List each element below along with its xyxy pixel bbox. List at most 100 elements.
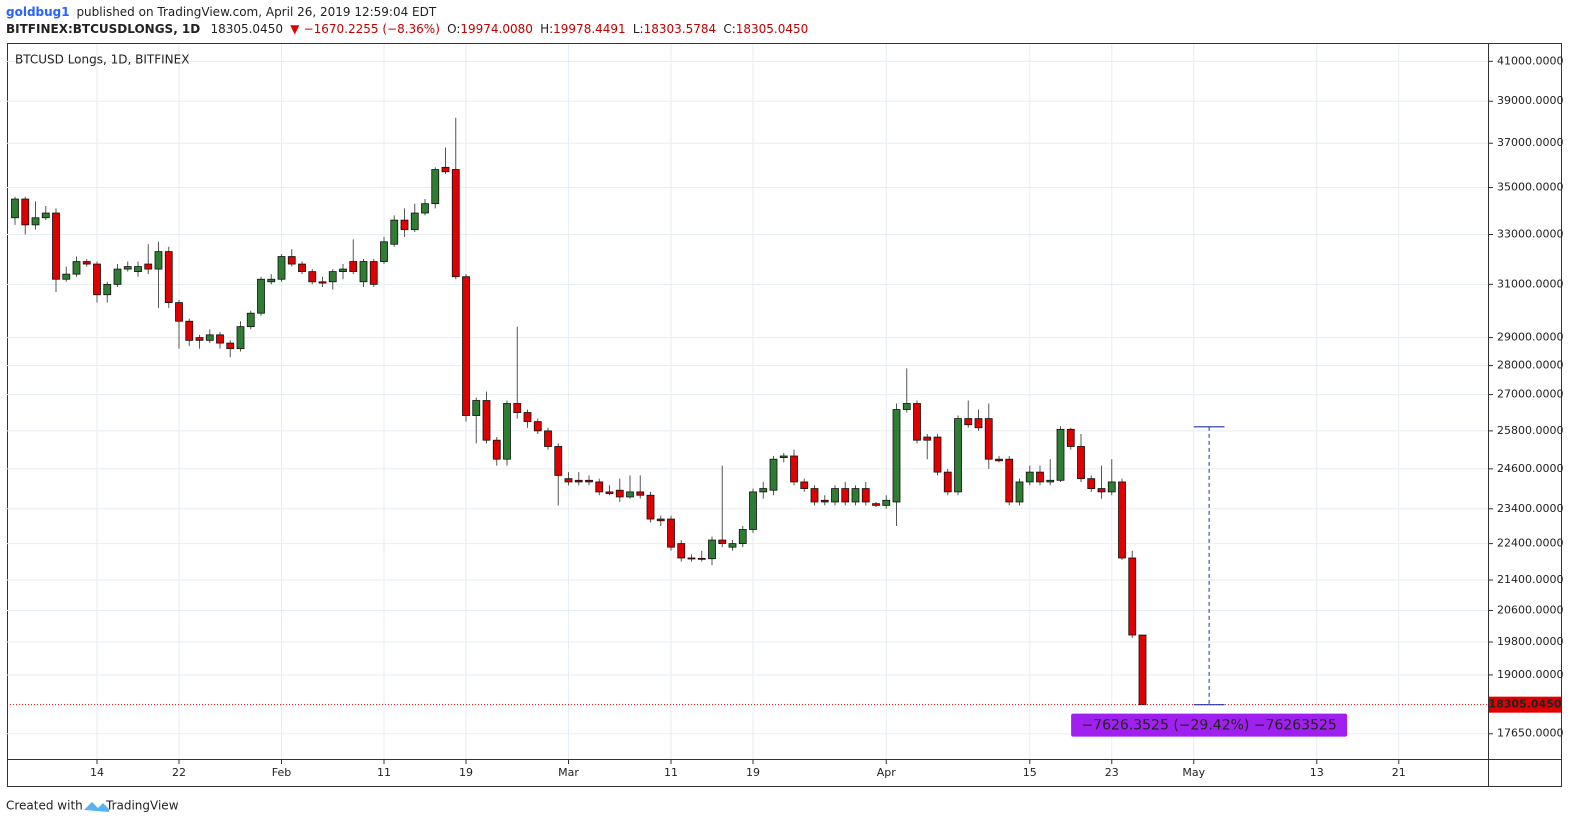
candle-body — [113, 268, 122, 285]
candle-body — [72, 261, 81, 275]
y-tick-label: 22400.0000 — [1497, 537, 1563, 550]
candle-body — [369, 261, 378, 285]
candle-body — [1036, 471, 1044, 483]
candle-body — [626, 491, 634, 498]
measure-label-bg — [1071, 713, 1348, 737]
candle-body — [533, 421, 542, 432]
y-tick-label: 19800.0000 — [1497, 635, 1563, 648]
author[interactable]: goldbug1 — [6, 5, 70, 19]
candle-body — [738, 529, 747, 545]
candle-body — [431, 169, 440, 205]
y-tick-label: 27000.0000 — [1497, 388, 1563, 401]
x-tick-label: 19 — [746, 766, 760, 779]
candle-body — [390, 219, 399, 245]
candle-body — [974, 418, 983, 429]
x-tick-label: 22 — [172, 766, 186, 779]
candle-body — [93, 263, 101, 296]
candle-body — [298, 263, 306, 273]
candle-body — [708, 539, 716, 560]
candle-body — [615, 489, 624, 498]
footer-created: Created with — [6, 799, 83, 813]
c: 18305.0450 — [736, 22, 809, 36]
x-tick-label: 23 — [1105, 766, 1119, 779]
x-tick-label: Apr — [877, 766, 897, 779]
footer-brand[interactable]: TradingView — [105, 799, 179, 813]
candle-body — [1066, 428, 1075, 447]
candle-body — [636, 491, 645, 496]
candle-body — [769, 458, 778, 491]
candle-body — [380, 241, 388, 262]
candle-body — [62, 273, 71, 280]
candle-body — [205, 334, 214, 341]
y-tick-label: 37000.0000 — [1497, 136, 1563, 149]
candle-body — [790, 455, 798, 483]
y-tick-label: 24600.0000 — [1497, 462, 1563, 475]
published: published on TradingView.com, April 26, … — [76, 5, 436, 19]
candle-body — [246, 312, 255, 328]
candle-body — [31, 217, 40, 226]
candle-body — [503, 403, 511, 460]
candle-body — [677, 543, 686, 559]
candle-body — [451, 169, 460, 278]
candle-body — [52, 212, 60, 280]
candle-body — [513, 403, 522, 413]
candle-body — [820, 499, 829, 503]
symbol: BITFINEX:BTCUSDLONGS, 1D — [6, 22, 200, 36]
x-tick-label: Mar — [558, 766, 579, 779]
x-tick-label: 21 — [1392, 766, 1406, 779]
candle-body — [892, 409, 901, 503]
candle-body — [1046, 479, 1055, 483]
x-tick-label: 11 — [377, 766, 391, 779]
candle-body — [544, 430, 552, 447]
candle-body — [554, 446, 563, 476]
x-tick-label: 14 — [90, 766, 104, 779]
candle-body — [882, 499, 891, 506]
candle-body — [236, 326, 245, 350]
candle-body — [441, 166, 450, 173]
candle-body — [1097, 488, 1106, 493]
l: 18303.5784 — [644, 22, 717, 36]
candle-body — [718, 539, 727, 545]
candle-body — [328, 271, 337, 283]
candle-body — [1056, 428, 1065, 481]
candle-body — [1128, 557, 1137, 636]
candle-body — [687, 557, 696, 560]
candle-body — [400, 219, 409, 231]
candle-body — [954, 418, 962, 493]
candle-body — [349, 261, 358, 273]
candle-body — [123, 266, 132, 270]
y-tick-label: 23400.0000 — [1497, 502, 1563, 515]
candle-body — [595, 481, 604, 493]
y-tick-label: 19000.0000 — [1497, 668, 1563, 681]
chart-title: BTCUSD Longs, 1D, BITFINEX — [15, 53, 189, 67]
candle-body — [1087, 478, 1096, 489]
y-tick-label: 39000.0000 — [1497, 94, 1563, 107]
y-tick-label: 31000.0000 — [1497, 277, 1563, 290]
arrow: ▼ — [290, 22, 300, 36]
candle-body — [257, 278, 265, 314]
h: 19978.4491 — [553, 22, 626, 36]
candle-body — [759, 488, 768, 493]
candle-body — [164, 251, 173, 303]
candle-body — [175, 302, 183, 322]
header-line-1: goldbug1 published on TradingView.com, A… — [6, 5, 437, 19]
y-tick-label: 17650.0000 — [1497, 727, 1563, 740]
candle-body — [103, 283, 112, 296]
candle-body — [195, 337, 204, 341]
candle-body — [1118, 481, 1126, 559]
candle-body — [492, 439, 501, 460]
y-tick-label: 25800.0000 — [1497, 424, 1563, 437]
change: −1670.2255 (−8.36%) — [304, 22, 440, 36]
last: 18305.0450 — [210, 22, 283, 36]
o: 19974.0080 — [460, 22, 533, 36]
candle-body — [185, 320, 194, 341]
candle-body — [800, 481, 809, 489]
candle-body — [523, 412, 532, 423]
x-tick-label: 19 — [459, 766, 473, 779]
candle-body — [964, 418, 973, 426]
candle-body — [564, 478, 573, 483]
candle-body — [697, 557, 706, 560]
candle-body — [605, 491, 614, 494]
frame — [7, 43, 1562, 787]
